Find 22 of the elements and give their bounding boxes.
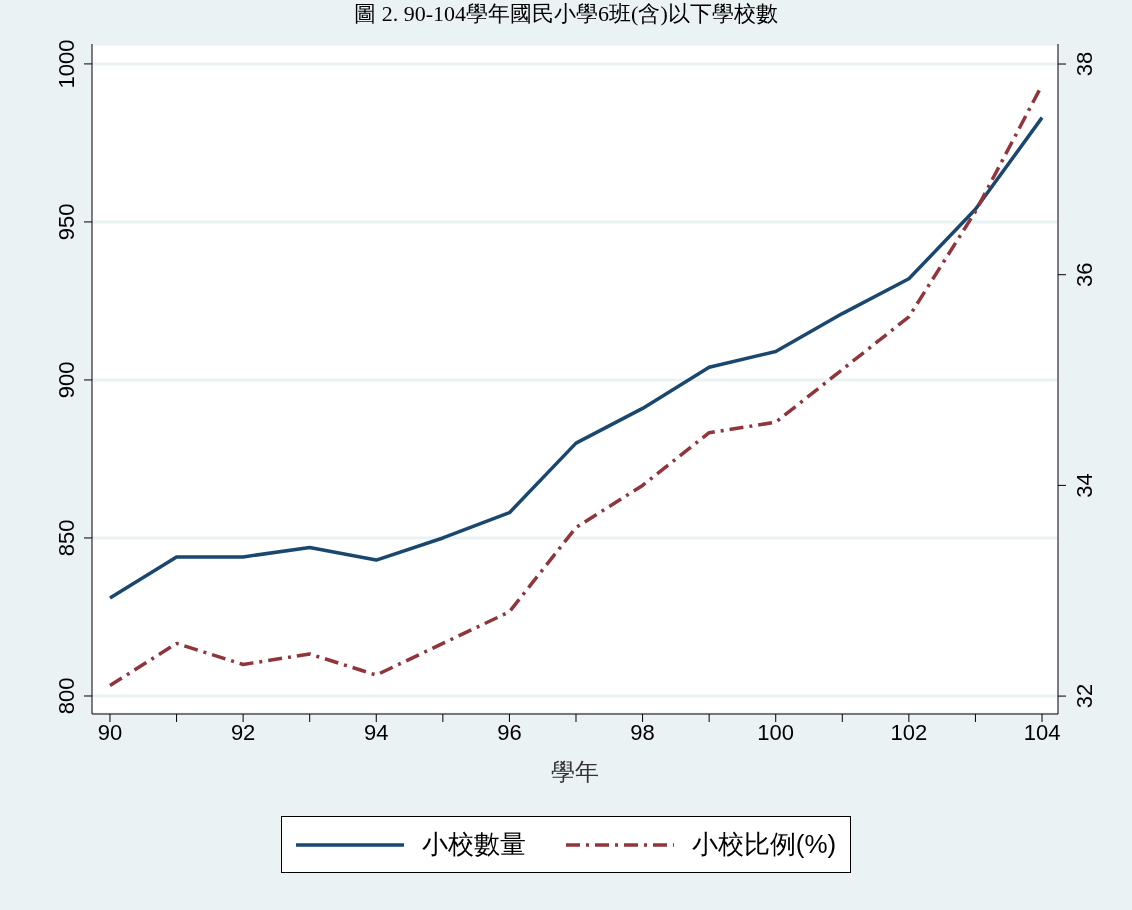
x-tick-label: 100 — [757, 719, 795, 745]
y2-tick-label: 38 — [1072, 51, 1097, 77]
chart-title: 圖 2. 90-104學年國民小學6班(含)以下學校數 — [353, 0, 779, 28]
x-tick-label: 102 — [890, 719, 928, 745]
x-tick-label: 98 — [630, 719, 655, 745]
y-tick-label: 1000 — [54, 39, 79, 89]
x-tick-label: 92 — [230, 719, 256, 745]
x-tick-label: 96 — [497, 719, 522, 745]
y-tick-label: 950 — [54, 203, 79, 241]
y2-tick-label: 32 — [1072, 683, 1097, 709]
x-tick-label: 104 — [1023, 719, 1061, 745]
legend-label: 小校數量 — [421, 828, 526, 861]
line-series — [108, 115, 1044, 600]
legend-label: 小校比例(%) — [691, 828, 837, 861]
y-tick-label: 800 — [54, 677, 79, 715]
y-tick-label: 900 — [54, 361, 79, 399]
x-tick-label: 94 — [364, 719, 389, 745]
y-tick-label: 850 — [54, 519, 79, 557]
x-axis-title: 學年 — [551, 758, 599, 785]
x-tick-label: 90 — [97, 719, 123, 745]
y2-tick-label: 34 — [1072, 473, 1097, 498]
y2-tick-label: 36 — [1072, 262, 1097, 287]
